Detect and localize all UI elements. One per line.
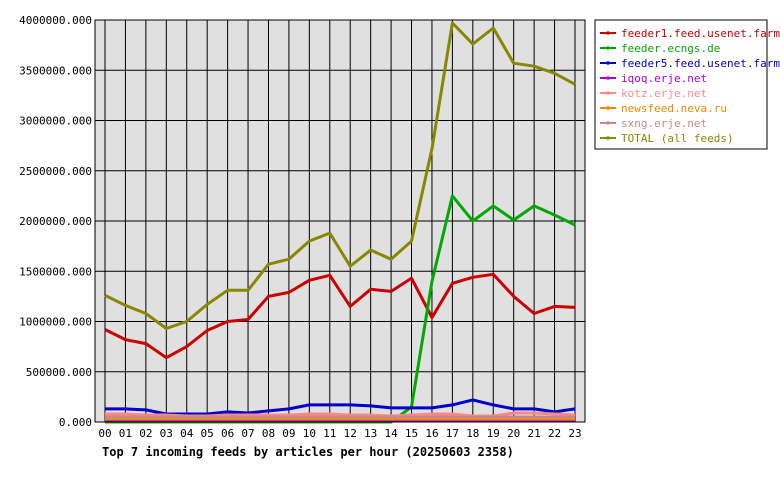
y-tick-label: 4000000.000 [19, 14, 92, 27]
x-tick-label: 09 [282, 427, 295, 440]
chart-title: Top 7 incoming feeds by articles per hou… [102, 445, 514, 459]
legend-marker [606, 106, 610, 110]
x-tick-label: 05 [201, 427, 214, 440]
series-line-feeder5-feed-usenet-farm [105, 398, 576, 416]
x-tick-label: 02 [139, 427, 152, 440]
x-tick-label: 13 [364, 427, 377, 440]
y-tick-label: 1500000.000 [19, 265, 92, 278]
y-tick-label: 1000000.000 [19, 316, 92, 329]
x-tick-label: 08 [262, 427, 275, 440]
x-tick-label: 10 [303, 427, 316, 440]
legend-box [594, 19, 768, 150]
y-tick-label: 3500000.000 [19, 64, 92, 77]
x-tick-label: 03 [160, 427, 173, 440]
x-tick-label: 19 [487, 427, 500, 440]
y-tick-label: 3000000.000 [19, 115, 92, 128]
plot-border [94, 19, 586, 423]
x-tick-label: 01 [119, 427, 132, 440]
y-tick-label: 0.000 [59, 416, 92, 429]
legend-entry: feeder1.feed.usenet.farm [621, 27, 780, 40]
x-tick-label: 20 [507, 427, 520, 440]
legend-marker [606, 46, 610, 50]
x-tick-label: 11 [323, 427, 336, 440]
y-tick-label: 500000.000 [26, 366, 92, 379]
legend-marker [606, 121, 610, 125]
legend-entry: TOTAL (all feeds) [621, 132, 734, 145]
x-tick-label: 15 [405, 427, 418, 440]
x-tick-label: 23 [568, 427, 581, 440]
series-line-total-all-feeds- [104, 21, 576, 330]
legend-entry: sxng.erje.net [621, 117, 707, 130]
x-tick-label: 12 [344, 427, 357, 440]
x-tick-label: 14 [384, 427, 398, 440]
legend-marker [606, 136, 610, 140]
x-tick-label: 16 [425, 427, 438, 440]
legend-entry: kotz.erje.net [621, 87, 707, 100]
x-tick-label: 17 [446, 427, 459, 440]
y-tick-label: 2500000.000 [19, 165, 92, 178]
series-line-feeder1-feed-usenet-farm [104, 272, 576, 360]
x-tick-label: 00 [98, 427, 111, 440]
legend-marker [606, 91, 610, 95]
x-tick-label: 18 [466, 427, 479, 440]
legend: feeder1.feed.usenet.farm feeder.ecngs.de f… [594, 19, 780, 150]
x-tick-label: 06 [221, 427, 234, 440]
legend-marker [606, 61, 610, 65]
y-tick-label: 2000000.000 [19, 215, 92, 228]
y-axis-tick-labels: 0.000 500000.000 1000000.000 1500000.000 200… [19, 14, 92, 429]
legend-entry: feeder5.feed.usenet.farm [621, 57, 780, 70]
legend-marker [606, 76, 610, 80]
legend-entry: iqoq.erje.net [621, 72, 707, 85]
legend-entry: newsfeed.neva.ru [621, 102, 727, 115]
x-tick-label: 07 [241, 427, 254, 440]
x-axis-tick-labels: 00 01 02 03 04 05 06 07 08 09 10 11 12 13 14 15 16 17 18 19… [98, 427, 581, 440]
x-tick-label: 21 [528, 427, 541, 440]
x-tick-label: 04 [180, 427, 194, 440]
legend-entry: feeder.ecngs.de [621, 42, 720, 55]
legend-marker [606, 31, 610, 35]
x-tick-label: 22 [548, 427, 561, 440]
